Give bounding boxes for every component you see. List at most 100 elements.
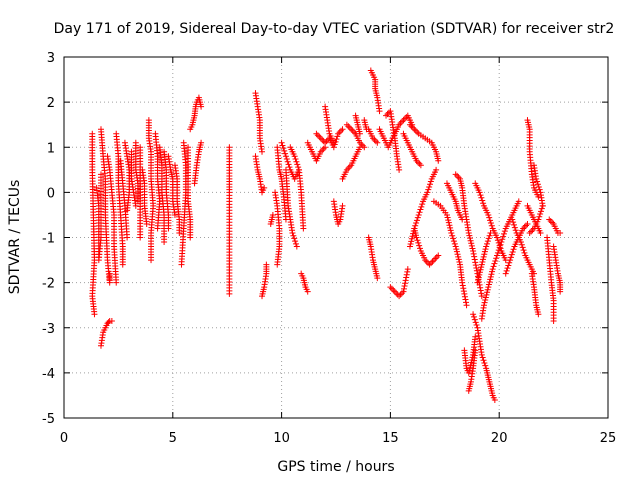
data-point — [413, 220, 420, 227]
data-point — [467, 362, 474, 369]
data-point — [314, 132, 321, 139]
data-point — [485, 211, 492, 218]
data-point — [482, 246, 489, 253]
data-point — [396, 293, 403, 300]
y-tick-label: 0 — [47, 186, 55, 201]
data-point — [408, 123, 415, 130]
data-point — [453, 248, 460, 255]
x-tick-label: 0 — [60, 431, 68, 446]
data-point — [346, 124, 353, 131]
data-point — [463, 302, 470, 309]
data-point — [416, 245, 423, 252]
data-point — [406, 243, 413, 250]
data-point — [280, 145, 287, 152]
data-point — [459, 279, 466, 286]
data-point — [414, 129, 421, 136]
x-tick-label: 10 — [273, 431, 290, 446]
data-point — [508, 251, 515, 258]
data-point — [278, 139, 285, 146]
data-point — [510, 246, 517, 253]
data-point — [473, 264, 480, 271]
x-tick-label: 20 — [491, 431, 508, 446]
data-point — [319, 136, 326, 143]
data-point — [426, 261, 433, 268]
data-point — [452, 171, 459, 178]
data-point — [466, 235, 473, 242]
data-point — [503, 267, 510, 274]
data-point — [476, 269, 483, 276]
data-point — [263, 261, 270, 268]
data-point — [403, 271, 410, 278]
data-point — [113, 279, 120, 286]
data-point — [481, 299, 488, 306]
data-point — [403, 274, 410, 281]
data-point — [292, 240, 299, 247]
data-point — [461, 293, 468, 300]
data-point — [472, 333, 479, 340]
data-point — [284, 158, 291, 165]
data-point — [482, 362, 489, 369]
data-point — [417, 162, 424, 169]
data-point — [291, 235, 298, 242]
data-point — [534, 181, 541, 188]
data-point — [517, 239, 524, 246]
data-point — [536, 213, 543, 220]
data-point — [473, 322, 480, 329]
data-point — [491, 260, 498, 267]
data-point — [520, 247, 527, 254]
data-point — [486, 214, 493, 221]
data-point — [456, 258, 463, 265]
data-point — [416, 242, 423, 249]
data-point — [454, 172, 461, 179]
data-point — [509, 248, 516, 255]
data-point — [453, 246, 460, 253]
data-point — [408, 238, 415, 245]
data-point — [484, 240, 491, 247]
data-point — [226, 290, 233, 297]
data-point — [409, 124, 416, 131]
grid — [64, 57, 608, 418]
data-point — [461, 290, 468, 297]
data-point — [477, 287, 484, 294]
data-point — [290, 232, 297, 239]
data-point — [413, 234, 420, 241]
data-point — [345, 123, 352, 130]
data-point — [108, 317, 115, 324]
data-point — [427, 181, 434, 188]
data-point — [178, 261, 185, 268]
data-point — [343, 121, 350, 128]
data-point — [521, 249, 528, 256]
data-point — [467, 237, 474, 244]
data-point — [450, 235, 457, 242]
data-point — [334, 133, 341, 140]
data-point — [479, 258, 486, 265]
data-point — [187, 234, 194, 241]
data-point — [469, 245, 476, 252]
data-point — [402, 277, 409, 284]
data-point — [387, 284, 394, 291]
data-point — [460, 288, 467, 295]
y-tick-label: -5 — [42, 412, 55, 427]
data-point — [359, 142, 366, 149]
data-point — [482, 294, 489, 301]
data-point — [428, 260, 435, 267]
data-point — [537, 208, 544, 215]
data-point — [97, 171, 104, 178]
data-point — [399, 118, 406, 125]
data-point — [498, 239, 505, 246]
data-point — [282, 153, 289, 160]
x-tick-label: 25 — [600, 431, 617, 446]
y-axis-label: SDTVAR / TECUs — [7, 180, 23, 295]
data-point — [447, 224, 454, 231]
data-point — [484, 238, 491, 245]
data-point — [323, 138, 330, 145]
data-point — [356, 130, 363, 137]
data-point — [484, 289, 491, 296]
data-point — [496, 244, 503, 251]
data-point — [485, 235, 492, 242]
data-point — [550, 317, 557, 324]
data-point — [512, 227, 519, 234]
data-point — [414, 237, 421, 244]
data-point — [492, 257, 499, 264]
data-point — [518, 241, 525, 248]
